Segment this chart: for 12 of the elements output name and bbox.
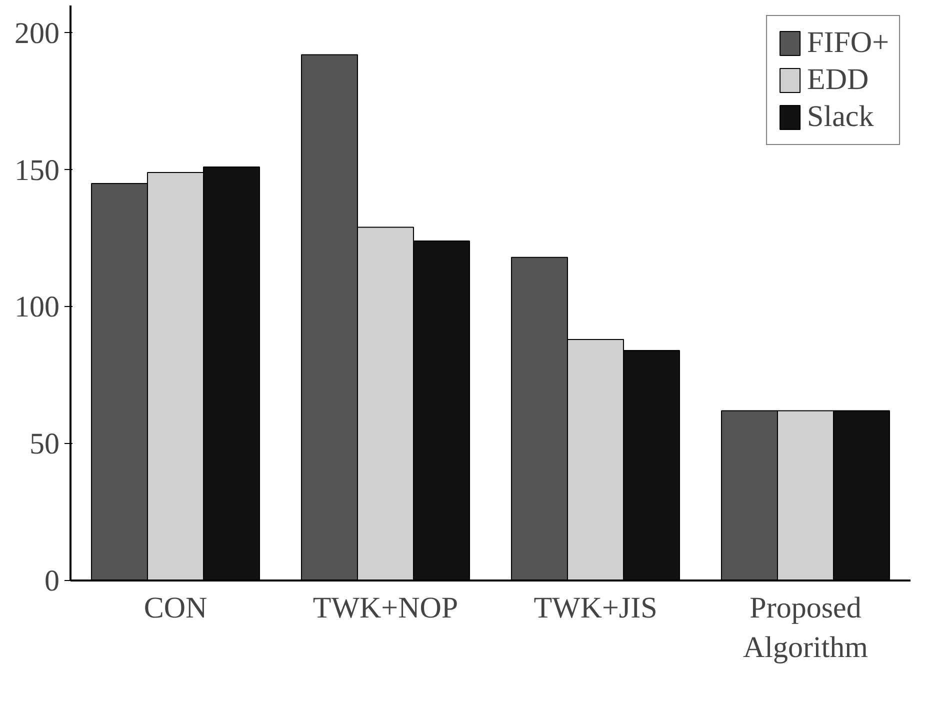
legend-label: EDD: [807, 63, 869, 97]
legend-label: Slack: [807, 100, 874, 134]
y-tick-label: 50: [30, 428, 60, 461]
y-tick-label: 0: [44, 564, 60, 598]
y-tick-label: 100: [14, 290, 60, 324]
x-tick-label: Proposed Algorithm: [743, 592, 868, 664]
y-tick-label: 150: [14, 154, 60, 187]
x-tick-label: CON: [144, 592, 208, 624]
legend-label: FIFO+: [807, 26, 889, 60]
x-tick-label: TWK+NOP: [312, 592, 458, 624]
x-tick-label: TWK+JIS: [534, 592, 658, 624]
y-tick-label: 200: [14, 16, 60, 50]
